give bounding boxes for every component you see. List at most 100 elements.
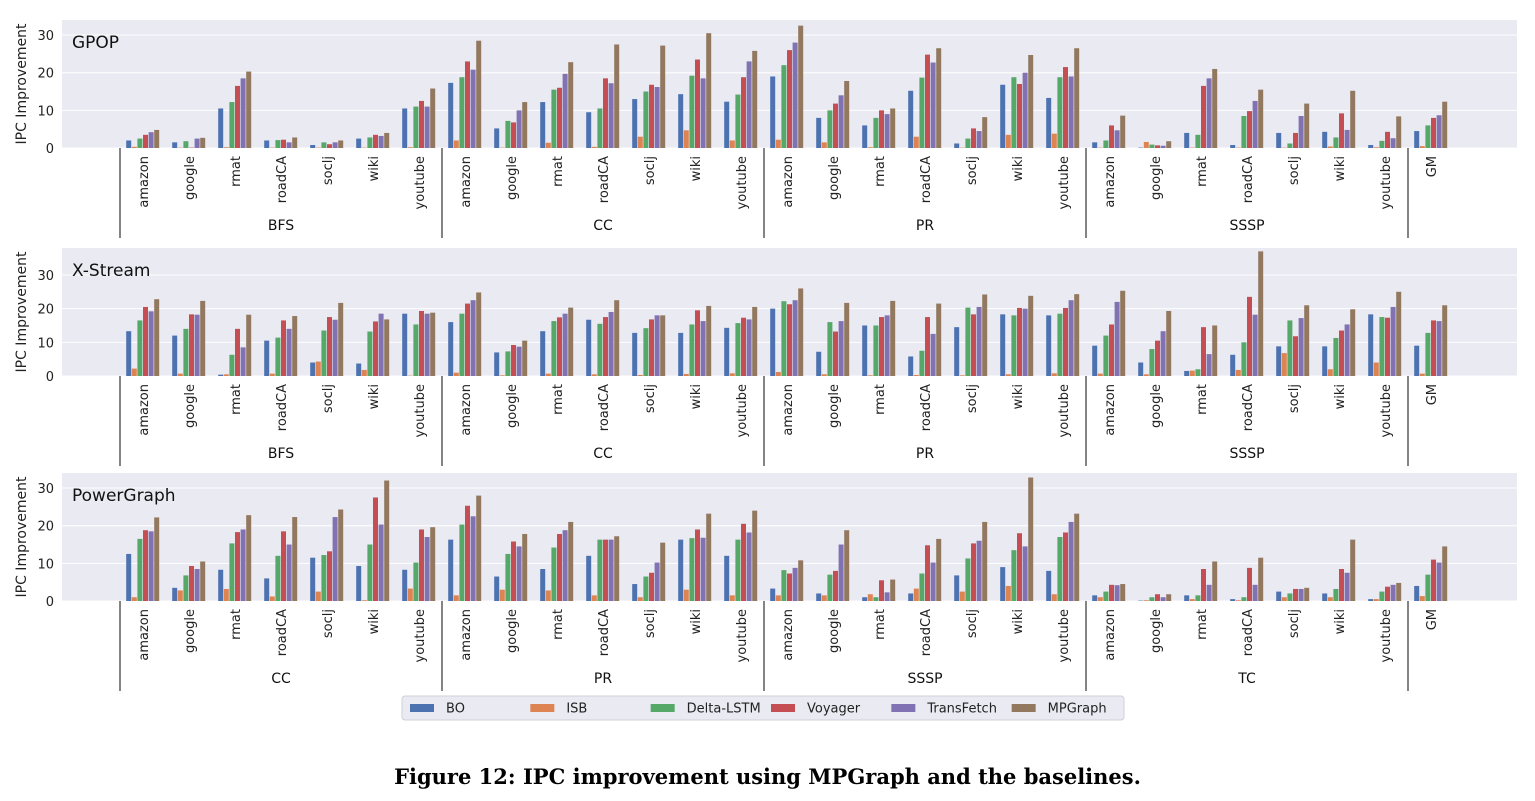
bar-mpgraph <box>1258 557 1264 601</box>
bar-voyager <box>1017 533 1022 601</box>
bar-mpgraph <box>568 62 574 149</box>
bar-transfetch <box>424 537 430 601</box>
x-tick-label: roadCA <box>275 156 290 203</box>
bar-delta-lstm <box>781 570 787 601</box>
x-tick-label: google <box>827 156 842 200</box>
bar-delta-lstm <box>183 141 189 148</box>
bar-voyager <box>465 61 470 148</box>
bar-delta-lstm <box>321 555 327 601</box>
bar-isb <box>913 588 919 601</box>
bar-transfetch <box>884 315 890 376</box>
bar-bo <box>218 108 224 148</box>
bar-voyager <box>327 317 332 376</box>
bar-voyager <box>1063 67 1068 148</box>
bar-delta-lstm <box>919 350 925 376</box>
bar-bo <box>1368 599 1374 601</box>
bar-mpgraph <box>246 71 252 148</box>
bar-voyager <box>649 84 654 148</box>
x-tick-label: GM <box>1425 156 1440 177</box>
bar-delta-lstm <box>1425 574 1431 601</box>
y-tick-label: 10 <box>37 104 54 119</box>
bar-delta-lstm <box>735 323 741 376</box>
bar-isb <box>131 146 137 148</box>
bar-bo <box>1276 591 1282 601</box>
x-tick-label: soclj <box>321 156 336 185</box>
bar-mpgraph <box>1396 116 1402 148</box>
bar-mpgraph <box>200 561 206 601</box>
bar-mpgraph <box>1304 103 1310 148</box>
bar-delta-lstm <box>1057 313 1063 376</box>
bar-voyager <box>603 78 608 148</box>
bar-transfetch <box>148 311 154 376</box>
bar-delta-lstm <box>183 328 189 376</box>
bar-mpgraph <box>1212 68 1218 148</box>
bar-bo <box>816 117 822 148</box>
bar-mpgraph <box>1258 89 1264 148</box>
bar-transfetch <box>608 312 614 376</box>
bar-transfetch <box>1298 116 1304 148</box>
bar-transfetch <box>1252 100 1258 148</box>
x-tick-label: google <box>1149 609 1164 653</box>
bar-transfetch <box>1022 72 1028 148</box>
bar-isb <box>315 591 321 601</box>
bar-isb <box>867 147 873 148</box>
x-tick-label: google <box>1149 384 1164 428</box>
panel-title: PowerGraph <box>72 486 176 506</box>
bar-voyager <box>603 539 608 601</box>
bar-mpgraph <box>1442 101 1448 148</box>
bar-mpgraph <box>200 300 206 376</box>
bar-voyager <box>557 533 562 601</box>
x-tick-label: roadCA <box>919 384 934 431</box>
bar-transfetch <box>792 567 798 601</box>
bar-voyager <box>1293 336 1298 376</box>
bar-delta-lstm <box>781 65 787 148</box>
bar-mpgraph <box>338 509 344 601</box>
bar-bo <box>356 565 362 601</box>
x-tick-label: soclj <box>1287 384 1302 413</box>
legend-box <box>401 695 1125 721</box>
bar-transfetch <box>378 524 384 601</box>
bar-delta-lstm <box>367 331 373 376</box>
bar-mpgraph <box>384 480 390 601</box>
bar-bo <box>1230 599 1236 601</box>
bar-delta-lstm <box>459 524 465 601</box>
bar-bo <box>126 140 132 148</box>
bar-delta-lstm <box>1149 144 1155 148</box>
bar-mpgraph <box>430 527 436 601</box>
bar-mpgraph <box>1166 594 1172 601</box>
bar-mpgraph <box>292 316 298 376</box>
x-tick-label: roadCA <box>919 156 934 203</box>
legend-swatch <box>1011 704 1036 712</box>
bar-mpgraph <box>568 307 574 376</box>
bar-isb <box>591 146 597 148</box>
bar-voyager <box>1017 84 1022 148</box>
bar-isb <box>1281 597 1287 601</box>
bar-transfetch <box>1114 301 1120 376</box>
bar-bo <box>494 352 500 376</box>
bar-transfetch <box>424 313 430 376</box>
bar-voyager <box>833 103 838 148</box>
bar-mpgraph <box>660 315 666 376</box>
bar-transfetch <box>608 539 614 601</box>
x-tick-label: amazon <box>1103 156 1118 208</box>
bar-bo <box>1184 595 1190 601</box>
group-label: PR <box>916 446 934 462</box>
bar-mpgraph <box>982 521 988 601</box>
x-tick-label: wiki <box>689 609 704 634</box>
x-tick-label: youtube <box>1379 156 1394 209</box>
bar-isb <box>729 595 735 601</box>
bar-transfetch <box>884 114 890 148</box>
y-tick-label: 20 <box>37 520 54 535</box>
bar-transfetch <box>1436 321 1442 376</box>
bar-voyager <box>833 331 838 376</box>
bar-isb <box>1189 599 1195 601</box>
bar-isb <box>913 374 919 376</box>
bar-isb <box>1051 594 1057 601</box>
y-tick-label: 30 <box>37 482 54 497</box>
bar-voyager <box>971 128 976 148</box>
bar-delta-lstm <box>735 539 741 601</box>
bar-isb <box>545 142 551 148</box>
bar-delta-lstm <box>1379 140 1385 148</box>
bar-transfetch <box>654 315 660 376</box>
